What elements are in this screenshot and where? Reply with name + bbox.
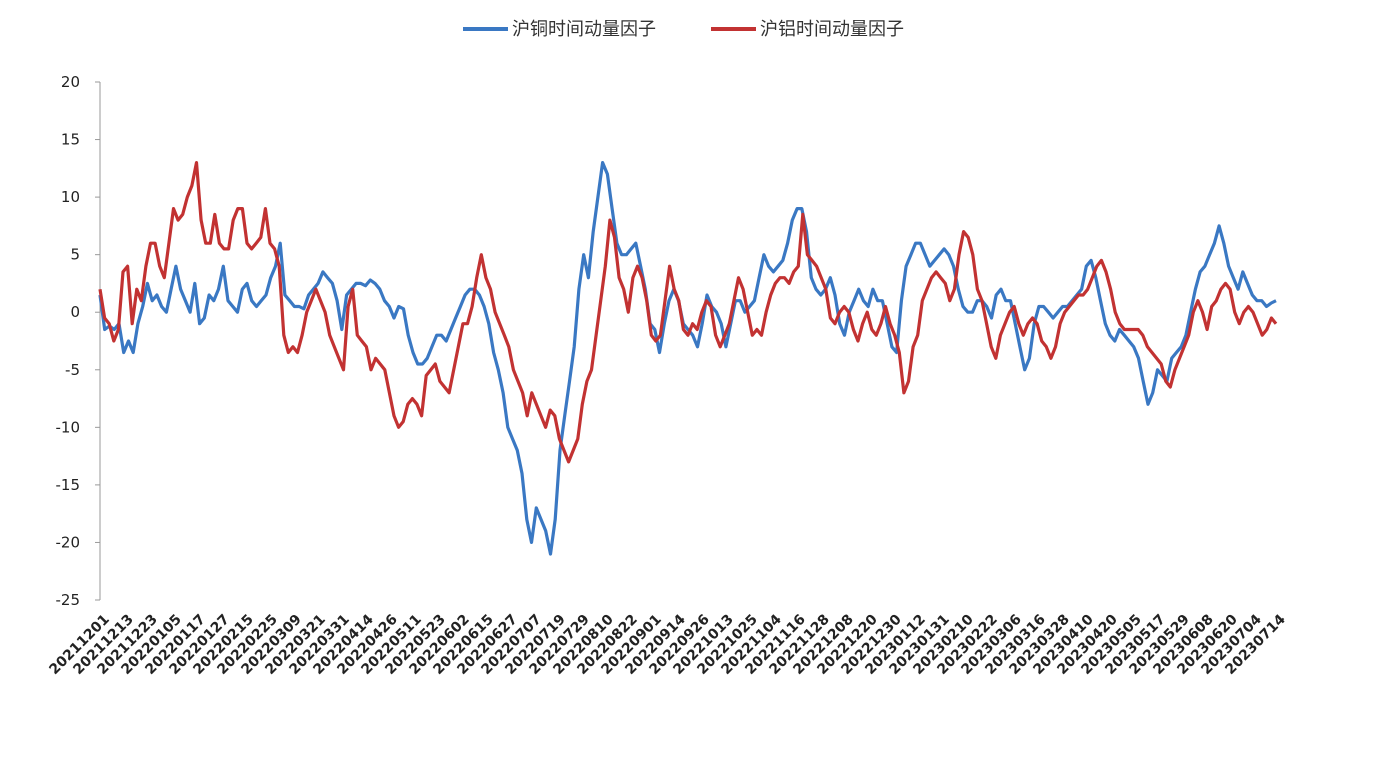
y-tick-label: -15 [56,476,81,494]
y-tick-label: -10 [56,418,81,436]
legend-label-copper: 沪铜时间动量因子 [512,19,656,40]
legend: 沪铜时间动量因子 沪铝时间动量因子 [463,19,904,40]
plot-area [98,161,1278,556]
y-tick-label: -5 [65,361,80,379]
y-tick-label: 20 [61,73,80,91]
y-tick-label: 15 [61,131,80,149]
y-tick-label: 5 [70,246,80,264]
y-tick-label: 10 [61,188,80,206]
y-tick-label: -20 [56,533,81,551]
y-tick-label: -25 [56,591,81,609]
y-tick-label: 0 [70,303,80,321]
x-axis: 2021120120211213202112232022010520220117… [46,611,1289,678]
y-axis: 20 15 10 5 0 -5 -10 -15 -20 -25 [56,73,100,609]
legend-label-aluminum: 沪铝时间动量因子 [760,19,904,40]
series-line-copper [98,161,1277,556]
series-line-aluminum [98,161,1278,464]
